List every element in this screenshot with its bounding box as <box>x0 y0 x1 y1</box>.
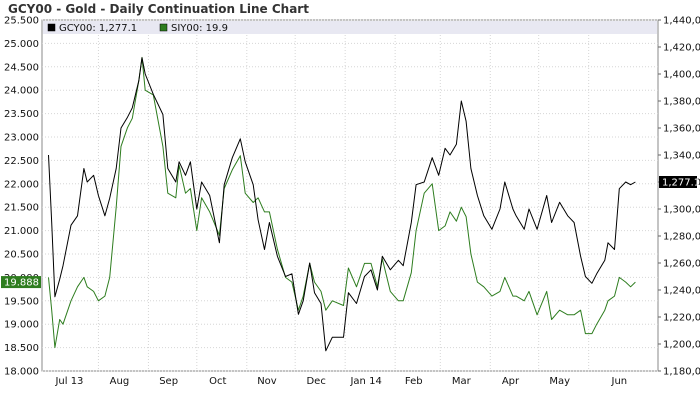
y-left-tick-label: 19.000 <box>4 320 39 331</box>
series-line-siy00 <box>48 56 636 349</box>
y-right-tick-label: 1,420,0 <box>663 43 700 54</box>
y-right-tick-label: 1,300,0 <box>663 205 700 216</box>
y-left-tick-label: 22.500 <box>4 156 39 167</box>
last-value-badge-siy00 <box>1 276 41 289</box>
legend-entry-siy00: SIY00: 19.9 <box>171 23 228 34</box>
y-right-tick-label: 1,180,0 <box>663 367 700 378</box>
y-right-tick-label: 1,200,0 <box>663 340 700 351</box>
y-right-tick-label: 1,340,0 <box>663 151 700 162</box>
y-left-tick-label: 23.500 <box>4 109 39 120</box>
y-right-tick-label: 1,360,0 <box>663 124 700 135</box>
y-right-tick-label: 1,440,0 <box>663 16 700 27</box>
y-right-tick-label: 1,400,0 <box>663 70 700 81</box>
y-right-tick-label: 1,220,0 <box>663 313 700 324</box>
x-tick-label: Jul 13 <box>54 376 83 387</box>
y-right-tick-label: 1,280,0 <box>663 232 700 243</box>
x-tick-label: Jan 14 <box>349 376 381 387</box>
y-left-tick-label: 23.000 <box>4 133 39 144</box>
x-tick-label: May <box>549 376 570 387</box>
x-tick-label: Jun <box>611 376 628 387</box>
y-left-tick-label: 22.000 <box>4 179 39 190</box>
x-tick-label: Dec <box>306 376 325 387</box>
last-value-badge-gcy00 <box>659 176 697 188</box>
legend <box>43 21 657 34</box>
x-tick-label: Oct <box>209 376 226 387</box>
last-value-label-siy00: 19.888 <box>4 278 39 289</box>
x-tick-label: Aug <box>110 376 130 387</box>
x-tick-label: Apr <box>502 376 520 387</box>
plot-area <box>41 19 659 372</box>
x-tick-label: Feb <box>405 376 423 387</box>
y-left-tick-label: 21.500 <box>4 203 39 214</box>
y-left-tick-label: 18.000 <box>4 367 39 378</box>
legend-swatch-siy00 <box>159 23 168 32</box>
y-right-tick-label: 1,380,0 <box>663 97 700 108</box>
y-left-tick-label: 24.000 <box>4 86 39 97</box>
x-tick-label: Sep <box>159 376 178 387</box>
y-left-tick-label: 18.500 <box>4 343 39 354</box>
y-left-tick-label: 20.500 <box>4 250 39 261</box>
x-tick-label: Mar <box>452 376 472 387</box>
y-left-tick-label: 25.500 <box>4 16 39 27</box>
last-value-label-gcy00: 1,277.1 <box>662 178 700 189</box>
y-right-tick-label: 1,240,0 <box>663 286 700 297</box>
y-left-tick-label: 19.500 <box>4 296 39 307</box>
x-tick-label: Nov <box>257 376 277 387</box>
y-right-tick-label: 1,260,0 <box>663 259 700 270</box>
legend-entry-gcy00: GCY00: 1,277.1 <box>59 23 137 34</box>
y-left-tick-label: 24.500 <box>4 62 39 73</box>
y-left-tick-label: 21.000 <box>4 226 39 237</box>
series-line-gcy00 <box>48 57 636 352</box>
legend-swatch-gcy00 <box>47 23 56 32</box>
y-left-tick-label: 25.000 <box>4 39 39 50</box>
chart-title: GCY00 - Gold - Daily Continuation Line C… <box>8 2 309 16</box>
